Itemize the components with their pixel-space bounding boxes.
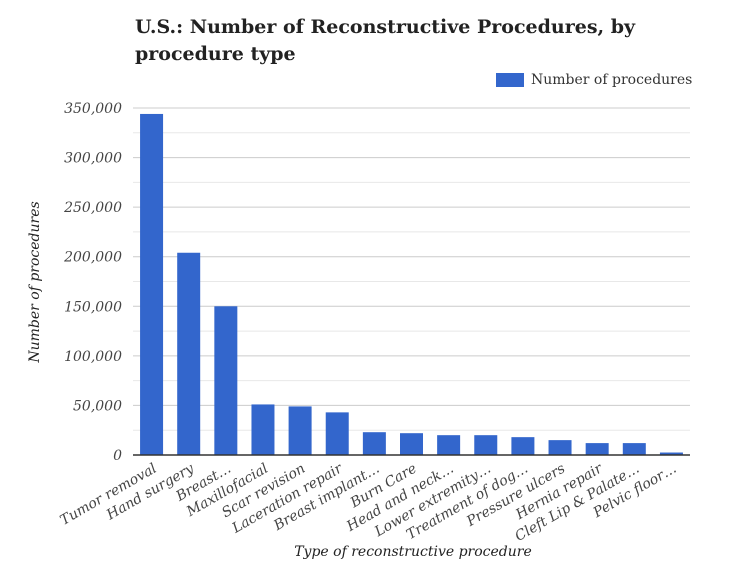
y-tick-label: 200,000	[63, 250, 122, 266]
bar	[325, 412, 349, 455]
y-tick-label: 300,000	[64, 151, 122, 167]
bar	[214, 306, 238, 455]
bar	[288, 406, 312, 455]
y-axis-title: Number of procedures	[27, 201, 43, 363]
bar	[140, 113, 164, 455]
bar	[474, 435, 498, 455]
y-tick-label: 150,000	[64, 299, 122, 315]
y-tick-label: 350,000	[64, 101, 122, 117]
bar	[400, 433, 423, 455]
legend-label: Number of procedures	[531, 72, 693, 88]
bar	[548, 440, 572, 455]
bar	[437, 435, 461, 455]
x-axis-title: Type of reconstructive procedure	[294, 544, 532, 560]
chart-title: U.S.: Number of Reconstructive Procedure…	[135, 16, 636, 65]
bar	[622, 443, 646, 455]
bar	[659, 452, 683, 455]
bar	[511, 437, 535, 455]
bar	[362, 432, 386, 455]
legend: Number of procedures	[496, 72, 692, 88]
y-tick-label: 0	[113, 448, 122, 464]
bar	[177, 252, 201, 455]
legend-swatch	[496, 73, 524, 87]
y-tick-label: 50,000	[73, 398, 122, 414]
y-tick-label: 250,000	[63, 200, 122, 216]
y-tick-label: 100,000	[64, 349, 122, 365]
bar	[585, 443, 609, 455]
bar	[251, 404, 275, 455]
